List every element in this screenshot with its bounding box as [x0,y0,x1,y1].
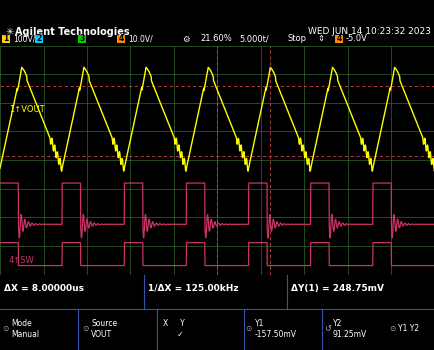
Text: 1↑VOUT: 1↑VOUT [9,105,44,114]
Text: ⊙: ⊙ [82,324,89,334]
Text: 3: 3 [79,34,85,43]
Text: Source
VOUT: Source VOUT [91,319,117,339]
Text: ⇕: ⇕ [317,34,324,43]
Text: ⚙: ⚙ [182,34,190,43]
Text: Y2
91.25mV: Y2 91.25mV [332,319,366,339]
Text: 1: 1 [3,34,9,43]
Text: 2: 2 [36,34,41,43]
FancyBboxPatch shape [334,35,342,43]
Text: 10.0V/: 10.0V/ [128,34,153,43]
FancyBboxPatch shape [78,35,86,43]
Text: ΔX = 8.00000us: ΔX = 8.00000us [4,284,84,293]
Text: Y1 Y2: Y1 Y2 [397,324,418,334]
Text: 21.60%: 21.60% [200,34,231,43]
Text: ⊙: ⊙ [2,324,9,334]
Text: Mode
Manual: Mode Manual [11,319,39,339]
Text: Stop: Stop [286,34,306,43]
Text: ✳: ✳ [5,27,13,37]
Text: 1/ΔX = 125.00kHz: 1/ΔX = 125.00kHz [148,284,238,293]
FancyBboxPatch shape [117,35,125,43]
Text: 4: 4 [335,34,341,43]
Text: Y1
-157.50mV: Y1 -157.50mV [254,319,296,339]
Text: X     Y
      ✓: X Y ✓ [163,319,184,339]
Text: 4↑SW: 4↑SW [9,257,34,266]
Text: Agilent Technologies: Agilent Technologies [15,27,130,37]
FancyBboxPatch shape [2,35,10,43]
Text: 100V/: 100V/ [13,34,35,43]
Text: ↺: ↺ [323,324,330,334]
Text: ΔY(1) = 248.75mV: ΔY(1) = 248.75mV [291,284,384,293]
Text: ⊙: ⊙ [388,324,395,334]
Text: 4: 4 [118,34,124,43]
Text: -5.0V: -5.0V [345,34,367,43]
Text: ⊙: ⊙ [245,324,252,334]
FancyBboxPatch shape [35,35,43,43]
Text: WED JUN 14 10:23:32 2023: WED JUN 14 10:23:32 2023 [307,27,430,36]
Text: 5.000t/: 5.000t/ [239,34,268,43]
